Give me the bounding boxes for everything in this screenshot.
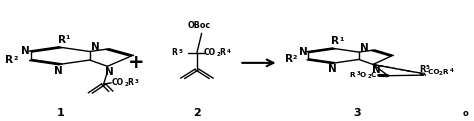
Text: R: R (349, 72, 355, 78)
Text: -CO: -CO (426, 69, 440, 75)
Text: 1: 1 (56, 108, 64, 117)
Text: 3: 3 (135, 79, 138, 84)
Text: R: R (285, 54, 293, 64)
Text: 2: 2 (217, 52, 220, 57)
Text: 5: 5 (426, 65, 430, 70)
Text: N: N (54, 66, 63, 76)
Text: 3: 3 (357, 71, 361, 76)
Text: 2: 2 (439, 71, 443, 76)
Text: R: R (442, 69, 448, 75)
Text: O: O (360, 72, 366, 78)
Text: R: R (5, 55, 13, 65)
Text: N: N (328, 64, 337, 74)
Text: 5: 5 (178, 49, 182, 54)
Text: N: N (20, 46, 29, 56)
Text: N: N (105, 67, 114, 77)
Text: +: + (128, 53, 144, 72)
Text: 2: 2 (367, 74, 371, 79)
Text: R: R (419, 65, 425, 74)
Text: 4: 4 (449, 68, 453, 73)
Text: 2: 2 (292, 55, 297, 60)
Text: N: N (299, 46, 308, 57)
Text: N: N (372, 65, 381, 75)
Text: 2: 2 (13, 56, 18, 61)
Text: R: R (219, 48, 226, 57)
Text: 1: 1 (339, 37, 344, 42)
Text: R: R (171, 48, 177, 57)
Text: CO: CO (112, 78, 124, 87)
Text: R: R (58, 35, 66, 45)
Text: 1: 1 (65, 35, 70, 40)
Text: o: o (463, 109, 468, 118)
Text: 2: 2 (124, 82, 128, 87)
Text: CO: CO (204, 48, 216, 57)
Text: OBoc: OBoc (188, 21, 211, 30)
Text: N: N (360, 43, 369, 53)
Text: C: C (371, 72, 376, 78)
Text: 4: 4 (227, 49, 230, 54)
Text: 2: 2 (193, 108, 201, 117)
Text: R: R (331, 36, 339, 46)
Text: 3: 3 (353, 108, 361, 117)
Text: N: N (91, 42, 100, 52)
Text: R: R (127, 78, 133, 87)
